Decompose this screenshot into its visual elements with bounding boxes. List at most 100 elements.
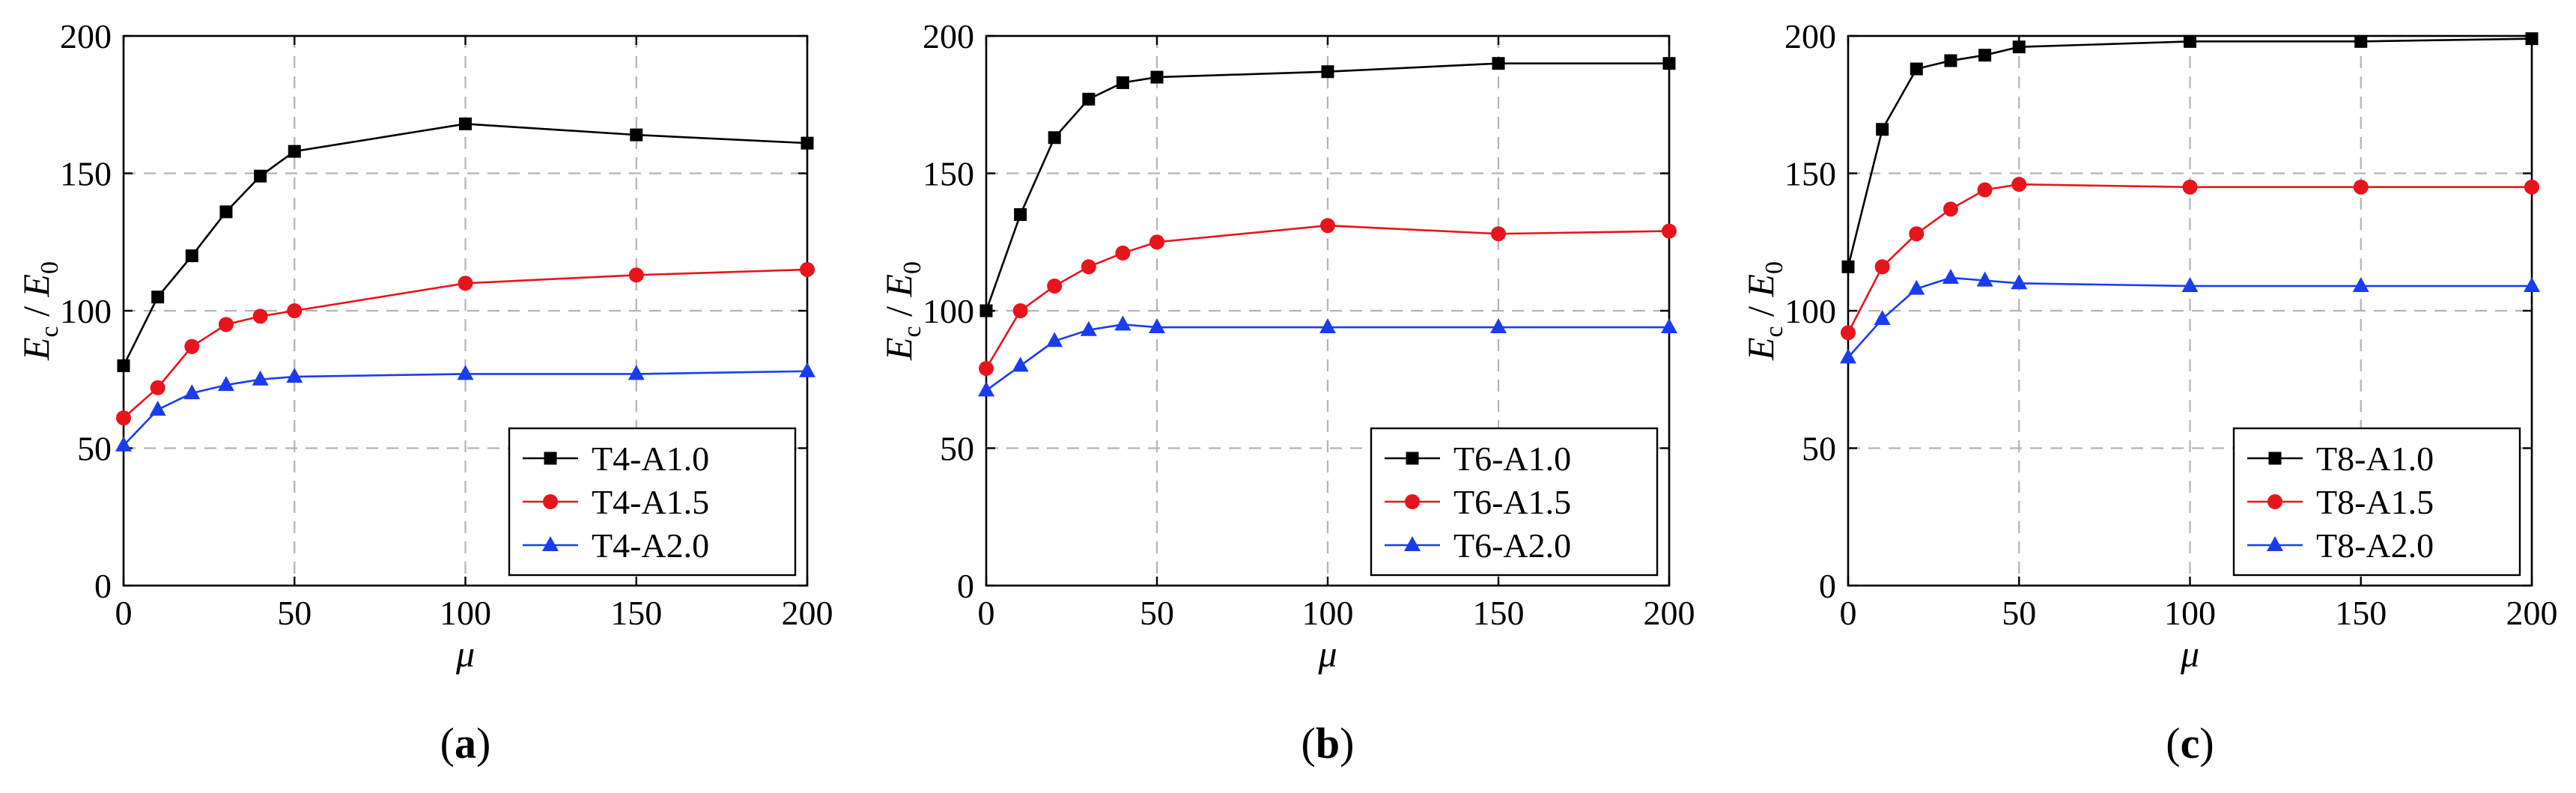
legend-label: T6-A1.5 xyxy=(1453,483,1571,521)
data-point-square xyxy=(1978,49,1992,62)
x-tick-label: 200 xyxy=(1644,594,1695,632)
data-point-circle xyxy=(2182,179,2198,195)
series-t8-a2.0 xyxy=(1840,268,2540,364)
legend-label: T4-A1.0 xyxy=(592,440,709,478)
legend-label: T4-A1.5 xyxy=(592,483,709,521)
panel-label-letter: a xyxy=(455,719,476,768)
legend: T6-A1.0 T6-A1.5 T6-A2.0 xyxy=(1370,427,1659,577)
legend-marker-square xyxy=(2268,452,2282,465)
data-point-triangle xyxy=(149,401,166,416)
data-point-circle xyxy=(1047,278,1063,294)
data-point-square xyxy=(2012,40,2026,54)
y-tick-label: 100 xyxy=(60,292,112,330)
data-point-square xyxy=(2184,34,2196,48)
legend-marker-triangle xyxy=(542,536,559,551)
y-tick-label: 200 xyxy=(1784,17,1836,55)
panel-label-close-paren: ) xyxy=(476,719,490,768)
data-point-square xyxy=(1116,76,1129,89)
data-point-triangle xyxy=(2181,276,2199,292)
panel-label-letter: c xyxy=(2181,719,2200,768)
x-tick-label: 50 xyxy=(2002,594,2036,632)
data-point-circle xyxy=(800,261,815,277)
legend-marker-circle xyxy=(2267,494,2282,509)
y-tick-label: 0 xyxy=(957,567,974,605)
data-point-square xyxy=(979,304,993,317)
data-point-circle xyxy=(628,267,644,283)
legend-marker-triangle xyxy=(2267,536,2283,551)
data-point-circle xyxy=(252,309,268,324)
x-tick-label: 200 xyxy=(782,594,833,632)
x-tick-label: 50 xyxy=(277,594,312,632)
data-point-triangle xyxy=(286,368,303,383)
x-tick-label: 200 xyxy=(2506,594,2558,632)
data-point-circle xyxy=(1874,259,1890,275)
y-axis-label-part: c xyxy=(1761,326,1788,337)
x-tick-label: 150 xyxy=(2335,594,2387,632)
data-point-circle xyxy=(150,380,165,395)
series-t4-a2.0 xyxy=(115,362,815,452)
data-point-square xyxy=(1048,131,1061,145)
data-point-circle xyxy=(1942,201,1958,217)
data-point-triangle xyxy=(1908,279,1925,295)
data-point-triangle xyxy=(1942,268,1959,284)
data-point-circle xyxy=(2353,179,2369,195)
data-point-triangle xyxy=(1046,332,1063,347)
data-point-triangle xyxy=(1874,310,1891,326)
series-t8-a1.5 xyxy=(1841,177,2539,341)
data-point-triangle xyxy=(1080,320,1097,336)
panel-label-close-paren: ) xyxy=(1340,719,1354,768)
data-point-triangle xyxy=(252,370,269,386)
y-tick-label: 50 xyxy=(77,430,112,468)
data-point-square xyxy=(801,136,814,150)
data-point-circle xyxy=(1491,226,1506,242)
y-axis-label: Ec / E0 xyxy=(15,261,64,361)
y-axis-label-part: / xyxy=(878,297,920,326)
y-axis-label-part: c xyxy=(899,326,926,337)
data-point-square xyxy=(254,169,267,183)
panel-label: (b) xyxy=(1301,719,1355,768)
y-axis-label-part: E xyxy=(15,338,57,362)
data-point-square xyxy=(1321,65,1334,79)
data-point-triangle xyxy=(217,376,234,392)
y-tick-label: 50 xyxy=(940,430,974,468)
legend-label: T6-A1.0 xyxy=(1453,440,1571,478)
x-tick-label: 100 xyxy=(440,594,491,632)
y-tick-label: 200 xyxy=(60,17,112,55)
data-point-square xyxy=(2525,32,2539,46)
y-axis-label-part: E xyxy=(15,274,57,298)
y-axis-label: Ec / E0 xyxy=(878,261,926,361)
data-point-circle xyxy=(184,338,200,354)
data-point-triangle xyxy=(1661,318,1677,334)
data-point-circle xyxy=(218,317,234,332)
legend-label: T4-A2.0 xyxy=(592,526,709,565)
data-point-square xyxy=(1150,70,1164,84)
data-point-square xyxy=(1876,123,1889,136)
data-point-triangle xyxy=(1976,271,1993,287)
data-point-circle xyxy=(2524,179,2539,195)
panel-label: (a) xyxy=(440,719,491,768)
series-t4-a1.0 xyxy=(117,117,814,372)
data-point-square xyxy=(117,359,130,372)
legend-label: T8-A1.5 xyxy=(2316,483,2434,521)
data-point-triangle xyxy=(1840,348,1856,364)
x-tick-label: 0 xyxy=(978,594,995,632)
panel-label: (c) xyxy=(2166,719,2214,768)
panel-label-open-paren: ( xyxy=(1301,719,1316,768)
y-axis-label-part: c xyxy=(36,326,64,337)
x-axis-label: μ xyxy=(1317,633,1337,675)
data-point-square xyxy=(1662,57,1676,70)
y-tick-label: 150 xyxy=(1784,155,1836,193)
legend: T8-A1.0 T8-A1.5 T8-A2.0 xyxy=(2232,427,2521,577)
y-axis-label: Ec / E0 xyxy=(1740,261,1788,361)
data-point-triangle xyxy=(183,384,201,400)
data-point-square xyxy=(459,117,472,130)
data-point-square xyxy=(1944,54,1957,67)
panel-label-close-paren: ) xyxy=(2199,719,2214,768)
data-point-square xyxy=(630,128,643,142)
legend-label: T8-A2.0 xyxy=(2316,526,2434,565)
data-point-square xyxy=(1082,92,1096,106)
data-point-square xyxy=(1492,57,1505,70)
data-point-triangle xyxy=(2524,276,2540,292)
